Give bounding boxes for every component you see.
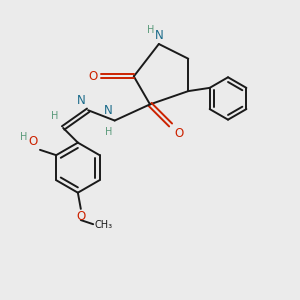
Text: H: H (104, 127, 112, 137)
Text: N: N (103, 104, 112, 117)
Text: O: O (76, 210, 86, 224)
Text: O: O (88, 70, 98, 83)
Text: H: H (20, 132, 28, 142)
Text: CH₃: CH₃ (94, 220, 112, 230)
Text: H: H (147, 25, 154, 34)
Text: O: O (174, 127, 183, 140)
Text: N: N (77, 94, 86, 107)
Text: O: O (28, 135, 38, 148)
Text: N: N (154, 28, 163, 42)
Text: H: H (51, 111, 58, 122)
